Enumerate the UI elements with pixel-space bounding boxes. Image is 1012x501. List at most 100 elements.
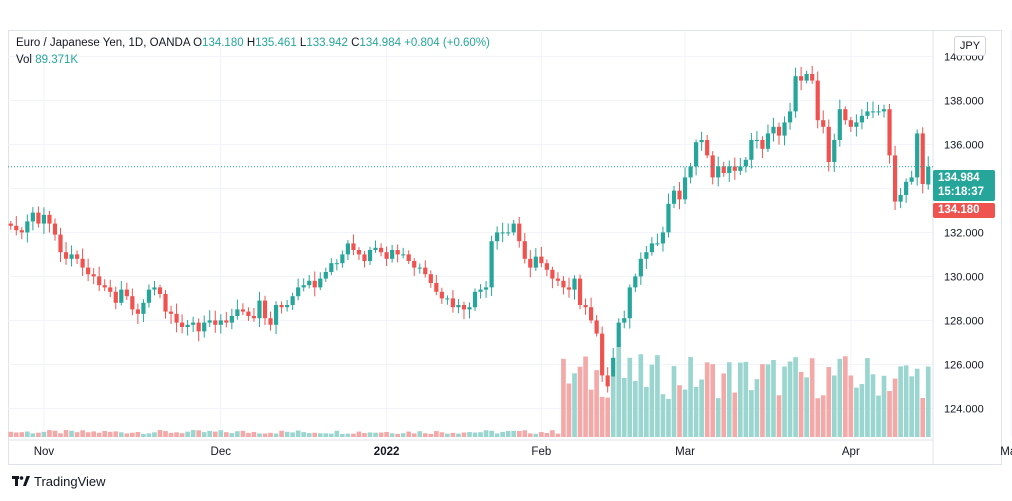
volume-bar xyxy=(30,433,36,437)
candle-body xyxy=(804,74,809,81)
volume-bar xyxy=(726,362,732,437)
volume-bar xyxy=(760,364,765,437)
volume-bar xyxy=(74,432,80,437)
volume-bar xyxy=(621,377,627,437)
candle-body xyxy=(301,285,306,288)
candle-body xyxy=(588,307,594,321)
volume-bar xyxy=(102,430,108,437)
candle-body xyxy=(506,232,511,234)
candle-body xyxy=(450,298,456,308)
candle-body xyxy=(384,252,389,259)
candle-body xyxy=(799,76,804,81)
candle-body xyxy=(555,278,561,281)
volume-bar xyxy=(693,386,699,437)
volume-bar xyxy=(317,433,323,437)
volume-bar xyxy=(351,433,356,437)
candle-body xyxy=(727,166,732,173)
volume-bar xyxy=(550,430,555,437)
candle-body xyxy=(191,322,196,325)
candle-body xyxy=(881,109,887,112)
candle-body xyxy=(235,309,240,316)
candle-body xyxy=(152,287,157,290)
candle-body xyxy=(666,203,671,233)
volume-bar xyxy=(649,364,655,437)
volume-bar xyxy=(434,431,439,437)
candle-body xyxy=(229,316,234,323)
candle-body xyxy=(859,115,865,123)
candle-body xyxy=(649,243,654,253)
volume-bar xyxy=(704,362,710,437)
candle-body xyxy=(251,316,257,319)
candle-body xyxy=(257,300,262,319)
candle-body xyxy=(705,140,710,156)
volume-bar xyxy=(500,431,505,437)
volume-bar xyxy=(539,432,544,437)
volume-bar xyxy=(826,367,832,437)
volume-bar xyxy=(754,379,760,437)
volume-bar xyxy=(362,433,367,437)
currency-button[interactable]: JPY xyxy=(954,36,986,56)
candle-body xyxy=(461,305,467,310)
volume-bar xyxy=(218,430,224,437)
candle-body xyxy=(185,324,190,327)
candle-body xyxy=(91,274,96,277)
low-value: 133.942 xyxy=(306,37,348,49)
candle-body xyxy=(522,241,527,259)
price-tick-label: 124.000 xyxy=(944,403,984,415)
volume-bar xyxy=(168,432,174,437)
candle-body xyxy=(699,140,704,143)
price-tick-label: 136.000 xyxy=(944,139,984,151)
volume-bar xyxy=(671,366,677,437)
volume-bar xyxy=(284,431,290,437)
candle-body xyxy=(373,247,378,250)
volume-bar xyxy=(677,385,682,437)
volume-bar xyxy=(8,431,14,437)
candle-body xyxy=(345,243,351,255)
volume-bar xyxy=(367,432,373,437)
symbol-title[interactable]: Euro / Japanese Yen, 1D, OANDA xyxy=(16,37,190,49)
volume-bar xyxy=(152,432,157,437)
volume-bar xyxy=(135,432,141,437)
candle-body xyxy=(157,287,163,294)
volume-bar xyxy=(737,362,743,437)
ohlc-legend: Euro / Japanese Yen, 1D, OANDA O134.180 … xyxy=(16,37,490,49)
candle-body xyxy=(483,287,489,290)
time-tick-label: Feb xyxy=(531,446,551,458)
candle-body xyxy=(74,254,80,259)
volume-bar xyxy=(483,430,489,437)
volume-bar xyxy=(384,431,389,437)
candle-body xyxy=(97,276,102,286)
open-label: O xyxy=(193,37,203,49)
volume-bar xyxy=(903,365,909,437)
candle-body xyxy=(815,80,820,121)
candle-body xyxy=(810,74,815,81)
open-value: 134.180 xyxy=(202,37,244,49)
volume-bar xyxy=(478,432,483,437)
open-price-tag: 134.180 xyxy=(933,203,995,218)
volume-bar xyxy=(290,432,295,437)
candle-body xyxy=(898,195,903,202)
candle-body xyxy=(887,109,892,156)
candle-body xyxy=(351,243,356,250)
volume-bar xyxy=(262,433,268,437)
candle-body xyxy=(926,166,931,185)
volume-bar xyxy=(356,431,362,437)
candle-body xyxy=(179,322,185,327)
candle-body xyxy=(146,289,152,303)
candle-body xyxy=(290,296,295,305)
volume-bar xyxy=(69,430,74,437)
candle-body xyxy=(246,311,251,316)
candle-body xyxy=(622,318,627,323)
volume-bar xyxy=(58,433,63,437)
candle-body xyxy=(793,76,798,112)
chart-frame xyxy=(8,30,1002,465)
tradingview-brand[interactable]: TradingView xyxy=(12,474,106,489)
candle-body xyxy=(517,223,522,242)
candle-body xyxy=(920,133,925,184)
volume-bar xyxy=(417,431,423,437)
volume-bar xyxy=(196,430,202,437)
volume-bar xyxy=(207,430,213,437)
close-label: C xyxy=(351,37,360,49)
volume-bar xyxy=(118,432,124,437)
